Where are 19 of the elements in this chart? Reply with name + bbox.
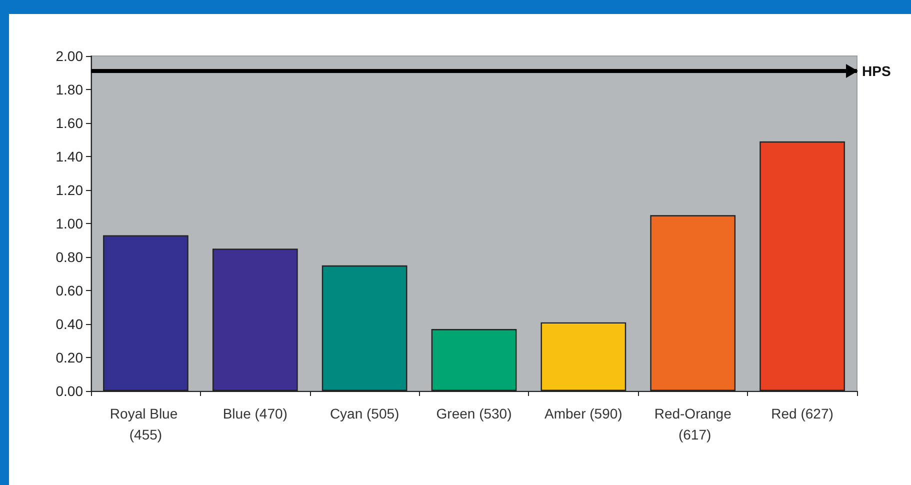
x-tick-label: Red-Orange (617) [654,406,732,442]
y-tick-label: 1.20 [56,182,84,198]
x-tick-label: Cyan (505) [330,406,400,422]
y-tick-label: 0.00 [56,383,84,399]
y-tick-label: 0.60 [56,282,84,298]
x-tick-label: Blue (470) [222,406,288,422]
y-tick-label: 1.00 [56,216,84,232]
x-tick-label: Royal Blue (455) [110,406,182,442]
y-tick-label: 2.00 [56,48,84,64]
x-tick-label: Green (530) [436,406,512,422]
x-tick-label: Amber (590) [544,406,622,422]
y-tick-label: 1.80 [56,82,84,98]
y-tick-label: 1.60 [56,115,84,131]
y-tick-label: 0.40 [56,316,84,332]
y-tick-label: 1.40 [56,148,84,164]
ref-line-label: HPS [862,63,891,80]
x-tick-label: Red (627) [771,406,834,422]
y-tick-label: 0.20 [56,350,84,366]
y-tick-label: 0.80 [56,249,84,265]
